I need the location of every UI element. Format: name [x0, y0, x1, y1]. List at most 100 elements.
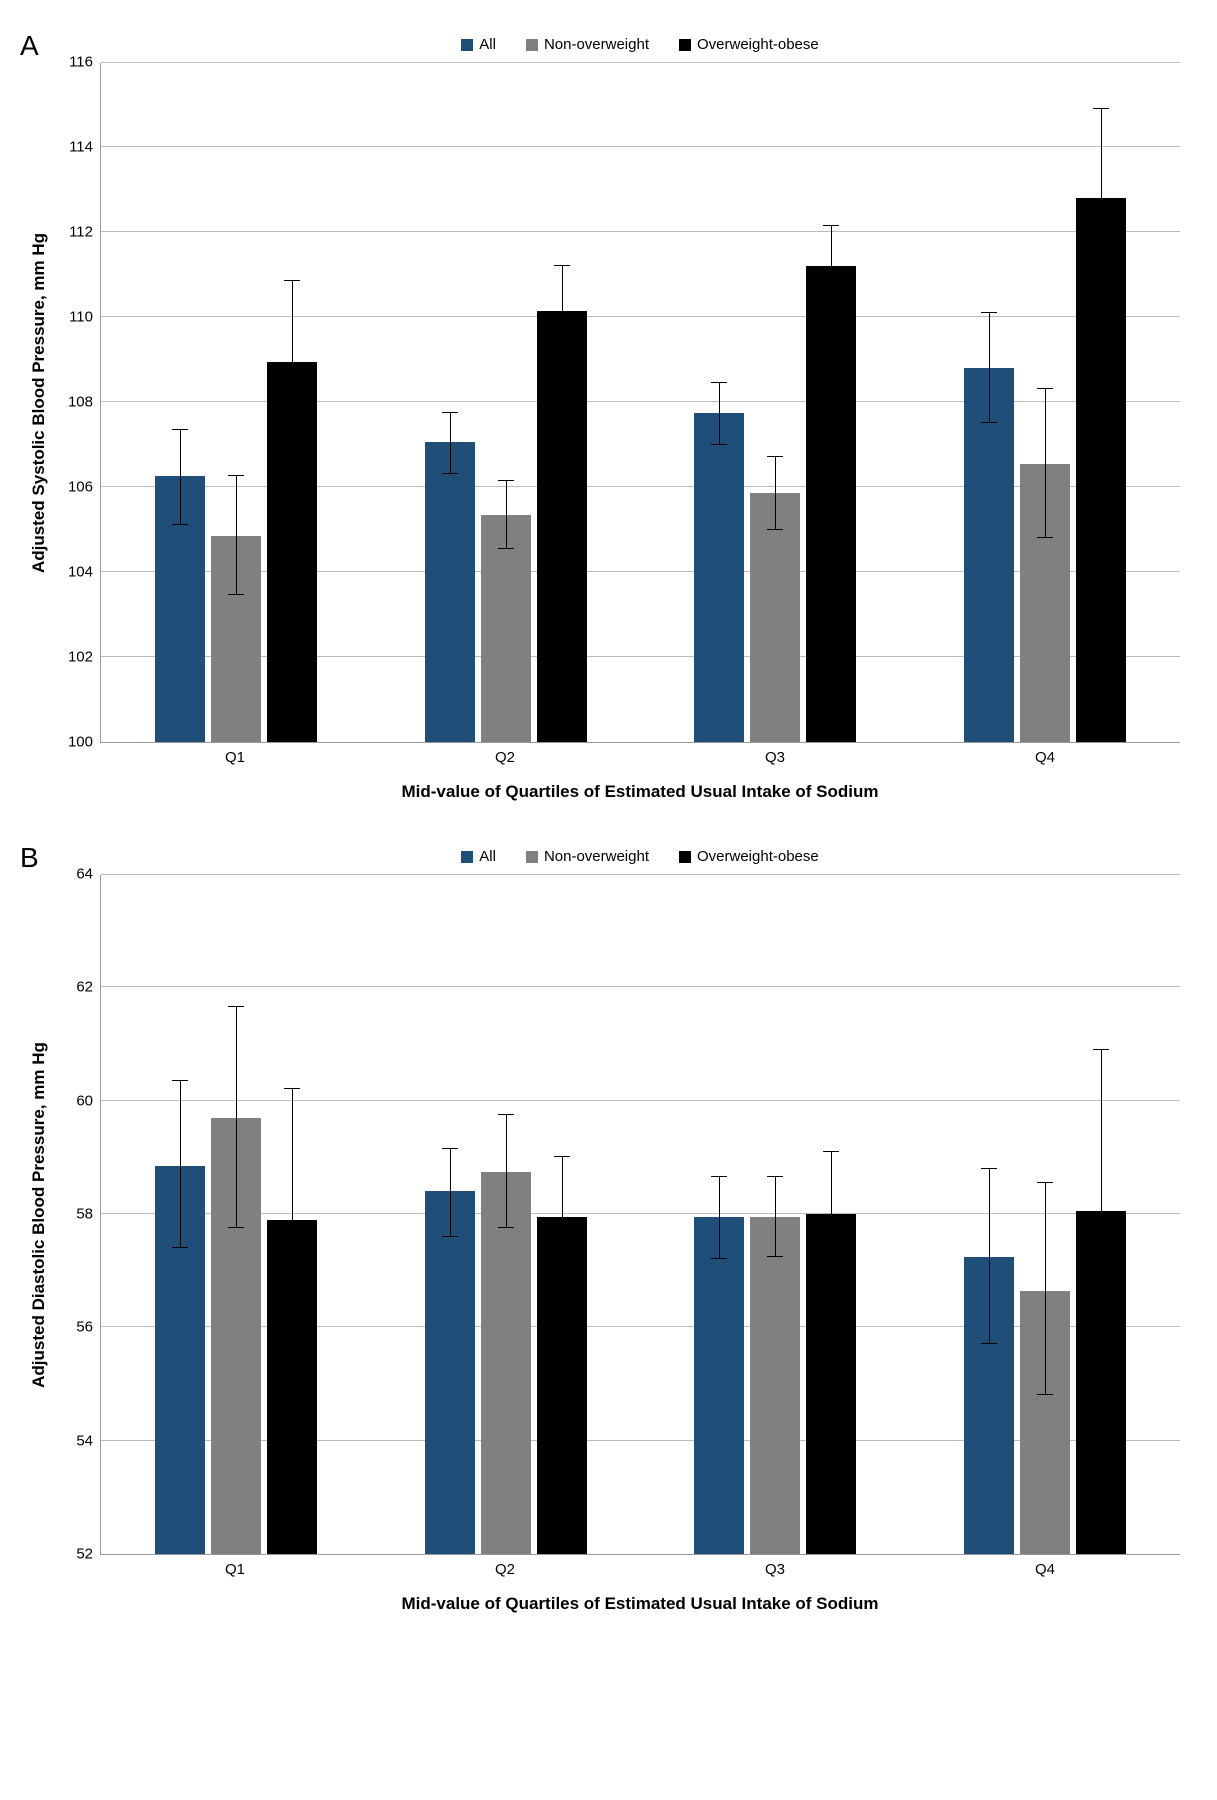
legend-item-all: All	[461, 36, 496, 53]
bar-overweight_obese	[537, 311, 587, 742]
xtick-label: Q4	[910, 1561, 1180, 1578]
bar-overweight_obese	[537, 1217, 587, 1554]
legend-item-overweight-obese: Overweight-obese	[679, 36, 819, 53]
error-bar	[775, 457, 776, 529]
legend-swatch-non-overweight	[526, 851, 538, 863]
error-cap	[172, 429, 188, 430]
bar-group	[371, 875, 641, 1554]
ytick-label: 104	[68, 564, 93, 581]
error-bar	[506, 1115, 507, 1228]
error-bar	[506, 481, 507, 549]
panel-a: A All Non-overweight Overweight-obese Ad…	[20, 30, 1197, 802]
ytick-label: 58	[76, 1206, 93, 1223]
error-cap	[228, 1227, 244, 1228]
bar-overweight_obese	[1076, 1211, 1126, 1554]
bar-all	[425, 1191, 475, 1554]
panel-b-plot-area: Adjusted Diastolic Blood Pressure, mm Hg…	[100, 875, 1180, 1555]
error-bar	[989, 313, 990, 424]
error-cap	[284, 1088, 300, 1089]
bar-non_overweight	[750, 1217, 800, 1554]
error-bar	[562, 266, 563, 353]
error-bar	[450, 1149, 451, 1237]
error-cap	[228, 1006, 244, 1007]
ytick-label: 54	[76, 1432, 93, 1449]
error-cap	[1093, 108, 1109, 109]
error-cap	[981, 1168, 997, 1169]
error-cap	[442, 1148, 458, 1149]
bar-groups	[101, 63, 1180, 742]
error-cap	[823, 305, 839, 306]
error-cap	[172, 1080, 188, 1081]
bar-group	[910, 875, 1180, 1554]
error-bar	[236, 1007, 237, 1228]
error-cap	[498, 548, 514, 549]
error-bar	[719, 383, 720, 445]
panel-b-legend: All Non-overweight Overweight-obese	[100, 842, 1180, 875]
error-cap	[498, 1114, 514, 1115]
panel-b-label: B	[20, 842, 39, 874]
panel-a-label: A	[20, 30, 39, 62]
bar-group	[910, 63, 1180, 742]
error-cap	[442, 473, 458, 474]
error-cap	[981, 312, 997, 313]
error-bar	[831, 1152, 832, 1280]
ytick-label: 60	[76, 1092, 93, 1109]
ytick-label: 62	[76, 979, 93, 996]
error-cap	[1093, 1049, 1109, 1050]
error-cap	[498, 1227, 514, 1228]
legend-swatch-non-overweight	[526, 39, 538, 51]
panel-b-xlabel: Mid-value of Quartiles of Estimated Usua…	[100, 1578, 1180, 1614]
bar-overweight_obese	[1076, 198, 1126, 742]
ytick-label: 116	[69, 54, 93, 71]
error-cap	[442, 1236, 458, 1237]
error-cap	[1037, 388, 1053, 389]
bar-overweight_obese	[806, 1214, 856, 1554]
error-cap	[228, 475, 244, 476]
error-cap	[284, 280, 300, 281]
yaxis-label: Adjusted Diastolic Blood Pressure, mm Hg	[29, 1042, 49, 1388]
error-bar	[1045, 389, 1046, 538]
error-cap	[1093, 1372, 1109, 1373]
error-cap	[228, 594, 244, 595]
panel-a-xaxis: Q1Q2Q3Q4	[100, 743, 1180, 766]
bar-all	[425, 442, 475, 742]
legend-item-non-overweight: Non-overweight	[526, 848, 649, 865]
bar-non_overweight	[211, 1118, 261, 1554]
error-cap	[1037, 537, 1053, 538]
error-cap	[554, 265, 570, 266]
error-cap	[823, 225, 839, 226]
bar-all	[694, 1217, 744, 1554]
error-bar	[450, 413, 451, 475]
error-bar	[719, 1177, 720, 1259]
legend-swatch-overweight-obese	[679, 851, 691, 863]
legend-item-all: All	[461, 848, 496, 865]
xtick-label: Q4	[910, 749, 1180, 766]
bar-all	[155, 476, 205, 742]
bar-non_overweight	[211, 536, 261, 742]
xtick-label: Q1	[100, 749, 370, 766]
figure: A All Non-overweight Overweight-obese Ad…	[20, 30, 1197, 1614]
bar-overweight_obese	[806, 266, 856, 742]
xtick-label: Q2	[370, 749, 640, 766]
panel-a-chart: All Non-overweight Overweight-obese Adju…	[100, 30, 1180, 802]
error-cap	[554, 352, 570, 353]
panel-b: B All Non-overweight Overweight-obese Ad…	[20, 842, 1197, 1614]
error-cap	[1037, 1394, 1053, 1395]
error-cap	[711, 1176, 727, 1177]
error-cap	[767, 1176, 783, 1177]
error-cap	[442, 412, 458, 413]
bar-non_overweight	[1020, 1291, 1070, 1555]
bar-all	[155, 1166, 205, 1554]
bar-overweight_obese	[267, 1220, 317, 1554]
xtick-label: Q3	[640, 1561, 910, 1578]
bar-non_overweight	[481, 1172, 531, 1555]
error-cap	[767, 529, 783, 530]
panel-a-plot-area: Adjusted Systolic Blood Pressure, mm Hg1…	[100, 63, 1180, 743]
error-bar	[292, 281, 293, 438]
error-bar	[236, 476, 237, 595]
error-cap	[554, 1156, 570, 1157]
panel-a-legend: All Non-overweight Overweight-obese	[100, 30, 1180, 63]
error-bar	[1045, 1183, 1046, 1396]
error-cap	[172, 524, 188, 525]
ytick-label: 56	[76, 1319, 93, 1336]
